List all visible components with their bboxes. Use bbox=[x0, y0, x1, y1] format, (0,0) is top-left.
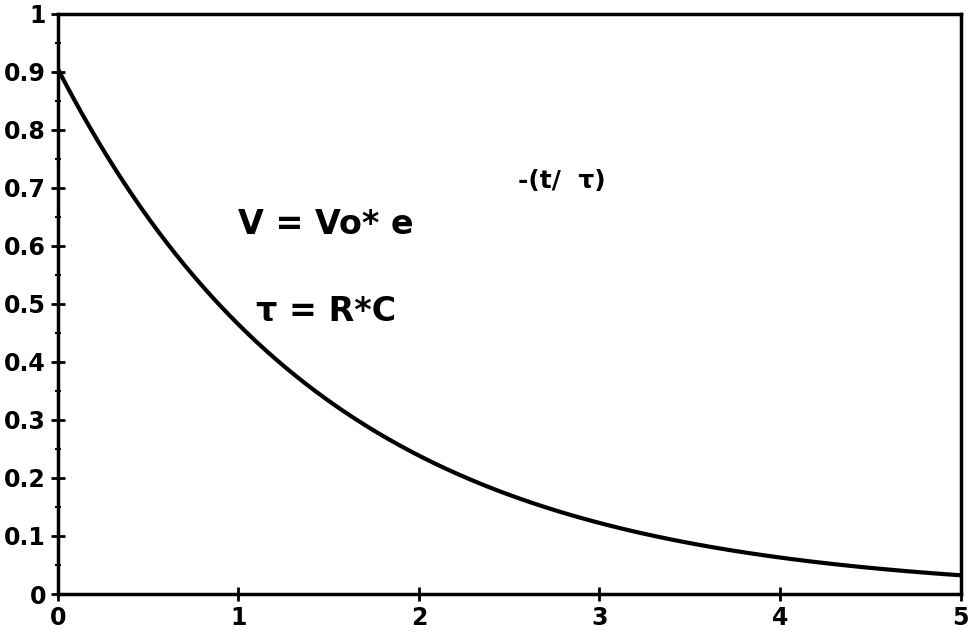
Text: V = Vo* e: V = Vo* e bbox=[238, 208, 414, 241]
Text: -(t/  τ): -(t/ τ) bbox=[519, 169, 606, 193]
Text: τ = R*C: τ = R*C bbox=[257, 295, 397, 328]
